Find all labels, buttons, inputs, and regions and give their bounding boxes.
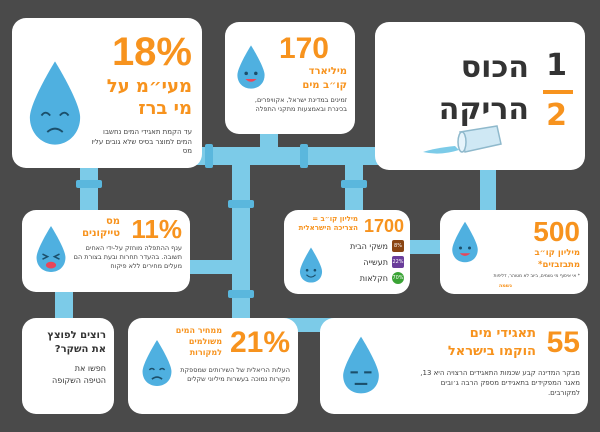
stat-unit: מתבזבזים* <box>538 260 580 270</box>
title-fraction-top: 1 <box>546 48 567 83</box>
neutral-drop-icon <box>343 336 379 394</box>
stat-description: זמינים במדינת ישראל, אקוויפרים, בכינרת ו… <box>254 96 347 113</box>
happy-drop-icon <box>237 45 265 89</box>
stat-footnote: * אי איסוף מי גשמים, ביוב לא מטוהר, דליפ… <box>493 274 580 279</box>
stat-unit: הצריכה הישראלית <box>298 224 358 232</box>
happy-drop-icon <box>452 221 478 263</box>
stat-unit: קו״ב מים <box>302 80 347 91</box>
card-18-percent: 18% מעי״מ על מי ברז עד הקמת תאגידי המים … <box>12 18 202 168</box>
stat-number: 500 <box>533 216 580 247</box>
title-fraction-bottom: 2 <box>546 98 567 133</box>
tipped-glass-icon <box>423 125 502 154</box>
card-11-percent: 11% מס טייקונים ענף ההתפלה מוחזק על-ידי … <box>22 210 190 292</box>
page-title: הכוס <box>460 50 529 85</box>
pipe <box>232 147 250 327</box>
factory-icon: 22% <box>392 256 404 268</box>
pipe-joint <box>228 200 254 208</box>
pipe-joint <box>76 180 102 188</box>
stat-headline: תאגידי מים <box>469 326 536 341</box>
stat-unit: מיליון קו״ב = <box>312 215 358 223</box>
consumption-item: 8% משקי הבית <box>350 240 404 252</box>
page-title: הריקה <box>438 92 529 127</box>
stat-unit: ממחיר המים <box>175 326 222 335</box>
sad-drop-icon <box>142 340 172 386</box>
pipe-joint <box>300 144 308 168</box>
apple-icon: 70% <box>392 272 404 284</box>
question-title: את השקר? <box>54 344 106 355</box>
pipe-joint <box>341 180 367 188</box>
question-subtitle: הטיפה השקופה <box>52 376 106 385</box>
pipe <box>405 240 445 254</box>
stat-headline: מעי״מ על <box>106 76 192 97</box>
crying-drop-icon <box>36 226 66 272</box>
stat-number: 170 <box>278 32 329 65</box>
pipe-joint <box>228 290 254 298</box>
question-title: רוצים לפוצץ <box>47 330 106 341</box>
stat-number: 1700 <box>363 216 404 236</box>
consumption-label: תעשייה <box>363 257 388 267</box>
pipe <box>190 260 250 274</box>
stat-number: 21% <box>229 326 290 359</box>
card-1700-consumption: 1700 מיליון קו״ב = הצריכה הישראלית 8% מש… <box>284 210 410 294</box>
card-500-wasted: 500 מיליון קו״ב מתבזבזים* * אי איסוף מי … <box>440 210 588 294</box>
stat-number: 18% <box>111 30 192 74</box>
card-55-corporations: 55 תאגידי מים הוקמו בישראל מבקר המדינה ק… <box>320 318 588 414</box>
stat-number: 55 <box>546 326 580 359</box>
stat-description: עד הקמת תאגידי המים נחשבו המים למוצר בסי… <box>91 128 192 155</box>
stat-unit: למקורות <box>189 348 222 357</box>
card-question: רוצים לפוצץ את השקר? חפשו את הטיפה השקופ… <box>22 318 114 414</box>
happy-drop-icon <box>299 247 323 283</box>
stat-headline: מי ברז <box>138 98 192 119</box>
sad-drop-icon <box>29 61 81 145</box>
card-170-billion: 170 מיליארד קו״ב מים זמינים במדינת ישראל… <box>225 22 355 134</box>
consumption-item: 22% תעשייה <box>363 256 404 268</box>
fraction-bar <box>543 90 573 94</box>
pipe <box>480 165 496 210</box>
question-subtitle: חפשו את <box>74 364 106 373</box>
stat-headline: הוקמו בישראל <box>447 344 536 359</box>
consumption-label: חקלאות <box>359 273 388 283</box>
stat-description: העלות הריאלית של השירותים שמספקת מקורות … <box>180 366 290 383</box>
stat-description: מבקר המדינה קבע שכמות התאגידים הרצויה הי… <box>420 369 580 397</box>
stat-unit: משולמים <box>188 337 222 346</box>
house-icon: 8% <box>392 240 404 252</box>
stat-unit: טייקונים <box>82 228 120 239</box>
footnote-mark: נשמה <box>498 283 512 289</box>
consumption-item: 70% חקלאות <box>360 272 404 284</box>
stat-description: ענף ההתפלה מוחזק על-ידי האחים תשובה. בהע… <box>73 244 182 270</box>
consumption-label: משקי הבית <box>349 241 388 251</box>
stat-unit: מיליארד <box>308 66 347 77</box>
title-card: 1 2 הכוס הריקה <box>375 22 585 170</box>
card-21-percent: 21% ממחיר המים משולמים למקורות העלות הרי… <box>128 318 298 414</box>
stat-unit: מיליון קו״ב <box>534 248 581 258</box>
stat-number: 11% <box>131 214 182 244</box>
stat-unit: מס <box>105 216 120 227</box>
pipe-joint <box>205 144 213 168</box>
